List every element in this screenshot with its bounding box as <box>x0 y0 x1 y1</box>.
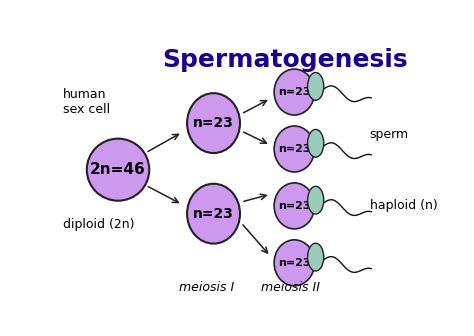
Ellipse shape <box>187 93 240 153</box>
Text: n=23: n=23 <box>278 201 310 211</box>
Ellipse shape <box>274 183 315 229</box>
Text: 2n=46: 2n=46 <box>90 162 146 177</box>
Ellipse shape <box>308 186 324 214</box>
Text: diploid (2n): diploid (2n) <box>63 217 135 230</box>
Ellipse shape <box>274 240 315 286</box>
Text: Spermatogenesis: Spermatogenesis <box>162 48 408 72</box>
Text: n=23: n=23 <box>278 258 310 268</box>
Text: human
sex cell: human sex cell <box>63 88 110 116</box>
Ellipse shape <box>308 73 324 100</box>
Ellipse shape <box>87 139 149 201</box>
Ellipse shape <box>308 243 324 271</box>
Text: n=23: n=23 <box>278 144 310 154</box>
Text: n=23: n=23 <box>278 87 310 97</box>
Text: n=23: n=23 <box>193 207 234 221</box>
Ellipse shape <box>308 129 324 157</box>
Ellipse shape <box>187 184 240 244</box>
Text: meiosis I: meiosis I <box>179 281 234 294</box>
Text: haploid (n): haploid (n) <box>370 199 438 212</box>
Ellipse shape <box>274 126 315 172</box>
Text: sperm: sperm <box>370 128 409 141</box>
Text: meiosis II: meiosis II <box>261 281 320 294</box>
Ellipse shape <box>274 69 315 115</box>
Text: n=23: n=23 <box>193 116 234 130</box>
